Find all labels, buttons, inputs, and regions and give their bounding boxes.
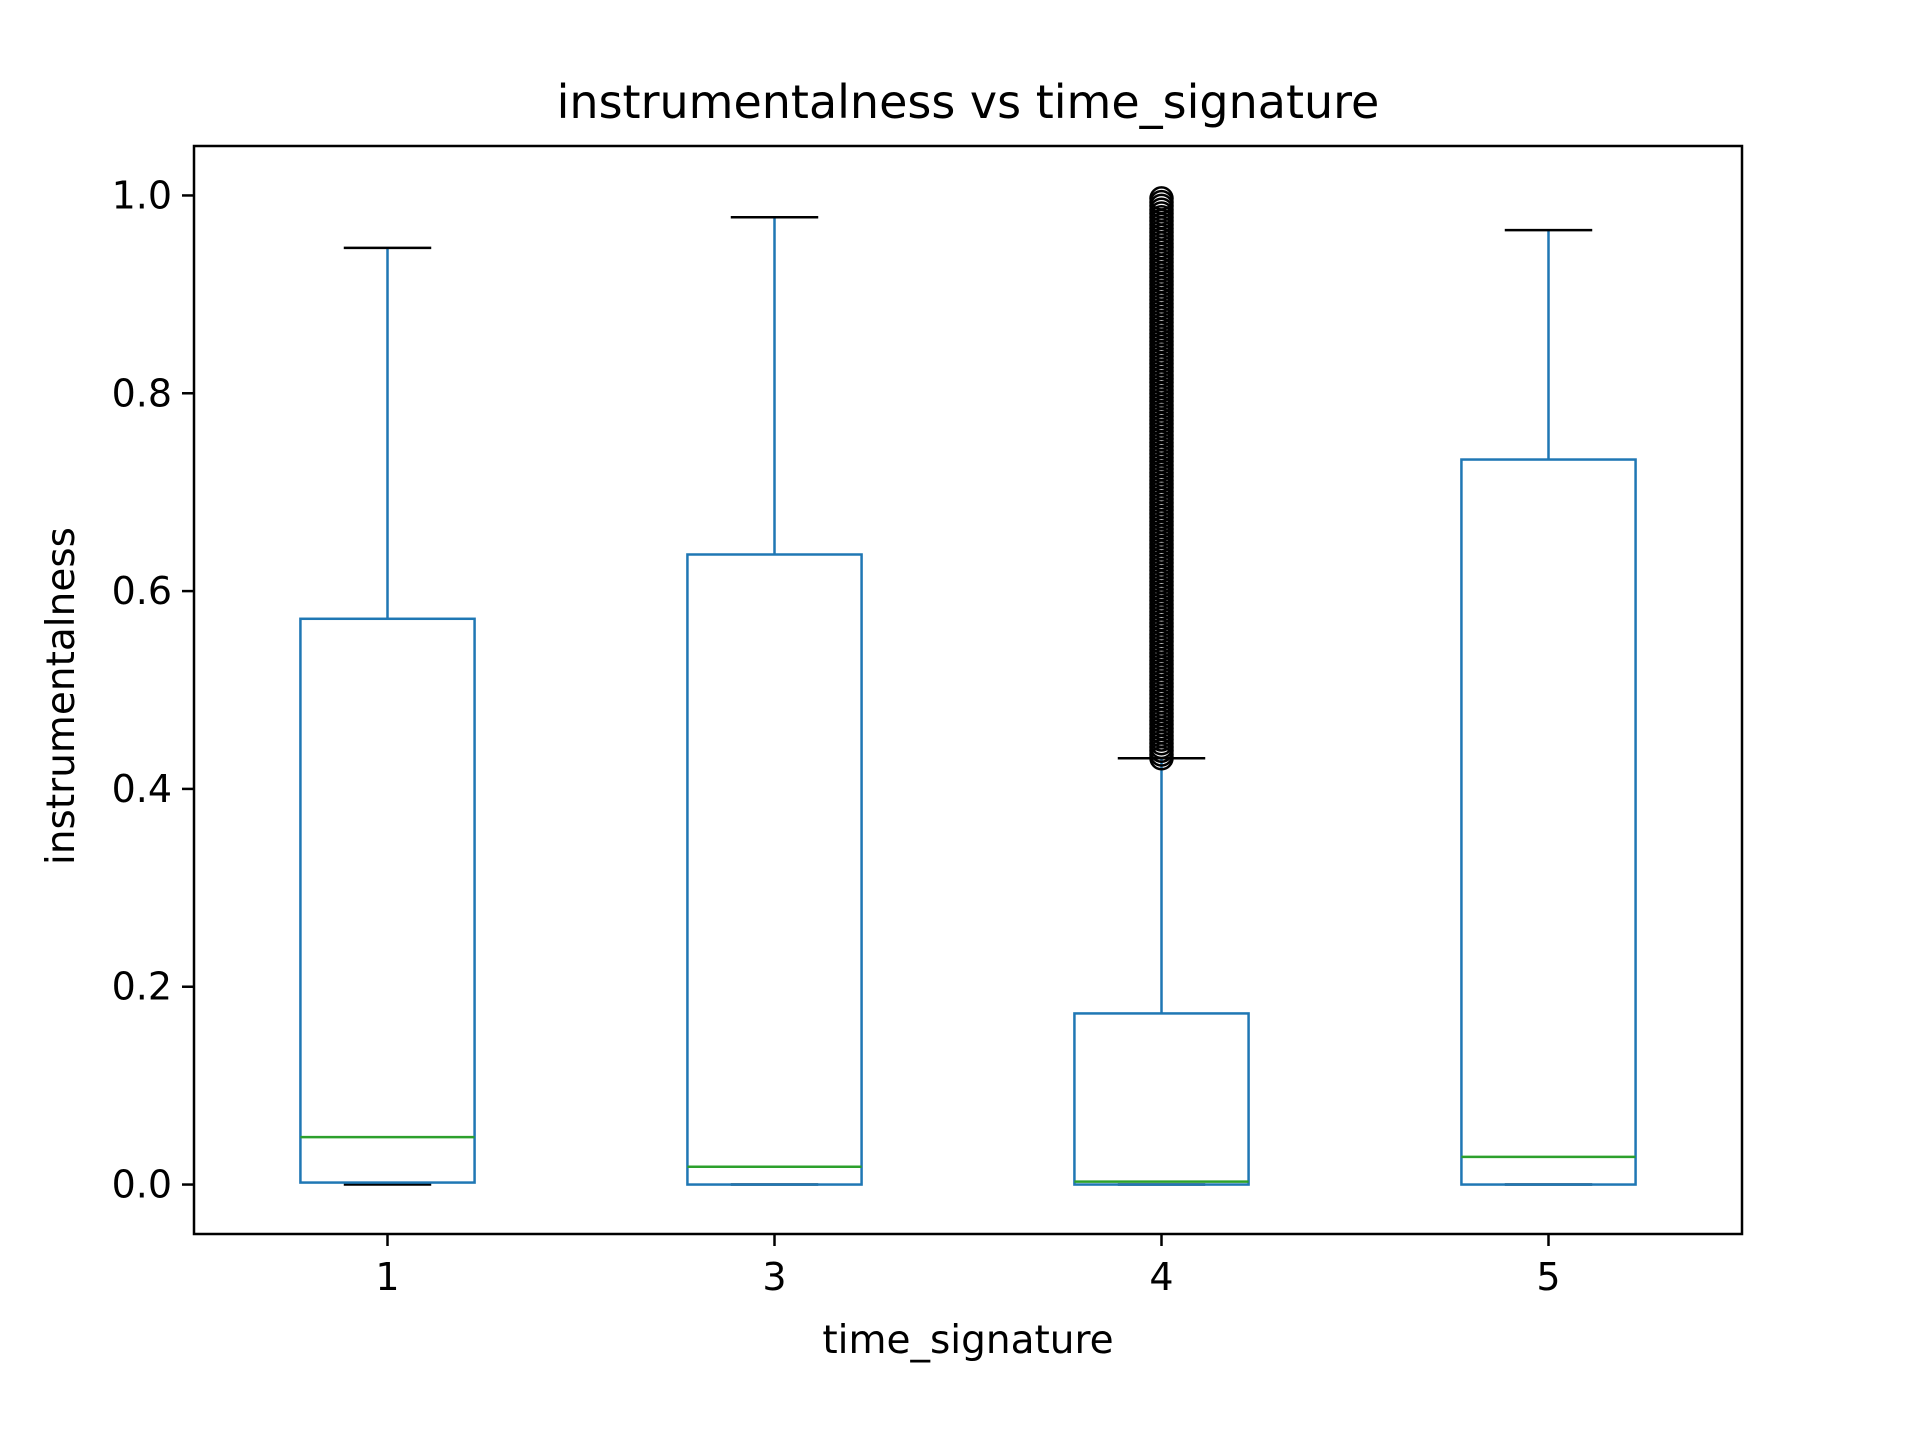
y-tick-label: 0.0 [112,1163,172,1207]
box-group-3 [686,215,863,1186]
box-iqr [299,617,476,1184]
box-iqr [1073,1012,1250,1186]
x-tick-label: 1 [375,1255,399,1299]
box-group-5 [1460,228,1637,1186]
axis-ticks: 1 3 4 5 0.0 0.2 0.4 0.6 0.8 1.0 [112,173,1561,1299]
box-group-4 [1073,186,1250,1186]
y-axis-label: instrumentalness [39,527,84,865]
box-group-1 [299,246,476,1186]
y-tick-label: 0.2 [112,965,172,1009]
outlier-points [1149,186,1174,771]
outlier-point [1149,186,1174,211]
axes-frame [192,144,1744,1236]
y-tick-label: 0.8 [112,371,172,415]
chart-title: instrumentalness vs time_signature [557,75,1380,129]
y-tick-label: 0.4 [112,767,172,811]
x-tick-label: 3 [762,1255,786,1299]
y-tick-label: 1.0 [112,173,172,217]
box-iqr [686,553,863,1186]
y-tick-label: 0.6 [112,569,172,613]
x-tick-label: 5 [1536,1255,1560,1299]
x-tick-label: 4 [1149,1255,1173,1299]
plot-area [299,186,1637,1186]
box-iqr [1460,458,1637,1186]
x-axis-label: time_signature [822,1318,1113,1363]
